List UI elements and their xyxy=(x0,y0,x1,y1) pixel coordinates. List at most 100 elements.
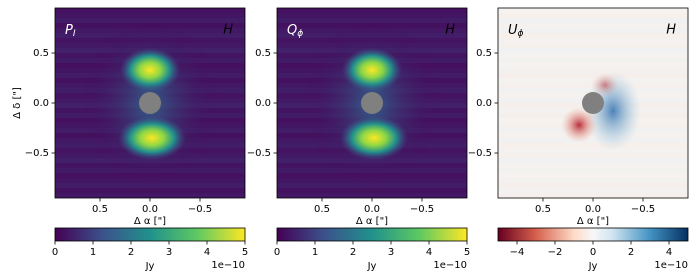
image-noise xyxy=(498,193,688,198)
colorbar-tick-label: −4 xyxy=(510,247,525,258)
band-label: H xyxy=(223,23,233,38)
y-tick-label: 0.0 xyxy=(255,98,271,109)
image-noise xyxy=(498,58,688,63)
blob xyxy=(342,48,402,92)
x-tick-label: 0.0 xyxy=(364,204,380,215)
colorbar-tick-label: 3 xyxy=(166,247,172,258)
panel-label-main: Q xyxy=(287,23,297,38)
blob xyxy=(340,116,408,160)
colorbar-tick-label: 4 xyxy=(666,247,672,258)
colorbar-offset: 1e−10 xyxy=(654,260,688,271)
image-noise xyxy=(498,48,688,53)
panel-label: Qϕ xyxy=(287,23,303,39)
image-noise xyxy=(498,68,688,73)
x-axis-label: Δ α ["] xyxy=(356,216,388,227)
colorbar-tick-label: 0 xyxy=(590,247,596,258)
panel-label-main: P xyxy=(65,23,73,38)
image-noise xyxy=(277,13,467,18)
colorbar-tick-label: 4 xyxy=(426,247,432,258)
image-noise xyxy=(277,188,467,193)
colorbar xyxy=(276,227,468,242)
image xyxy=(277,8,467,198)
x-axis-label: Δ α ["] xyxy=(134,216,166,227)
colorbar-label: Jy xyxy=(588,261,598,272)
image-noise xyxy=(498,18,688,23)
panel-label-sub: ϕ xyxy=(297,29,303,39)
colorbar-offset: 1e−10 xyxy=(433,260,467,271)
x-tick-label: 0.5 xyxy=(314,204,330,215)
image-noise xyxy=(498,183,688,188)
panel-label: PI xyxy=(65,23,76,39)
colorbar-label: Jy xyxy=(367,261,377,272)
x-tick-label: −0.5 xyxy=(410,204,434,215)
y-tick-label: −0.5 xyxy=(468,148,492,159)
image-noise xyxy=(55,193,245,198)
image xyxy=(55,8,245,198)
image-noise xyxy=(498,168,688,173)
colorbar-tick-label: 0 xyxy=(274,247,280,258)
image-noise xyxy=(498,28,688,33)
colorbar-label: Jy xyxy=(145,261,155,272)
colorbar-tick-label: 0 xyxy=(52,247,58,258)
y-axis-label: Δ δ ["] xyxy=(12,87,23,119)
image-noise xyxy=(498,158,688,163)
image xyxy=(498,8,688,198)
colorbar-tick-label: 4 xyxy=(204,247,210,258)
image-noise xyxy=(498,153,688,158)
x-tick-label: −0.5 xyxy=(188,204,212,215)
panel-label: Uϕ xyxy=(508,23,524,39)
coronagraph-mask xyxy=(139,92,161,114)
image-noise xyxy=(55,13,245,18)
colorbar-tick-label: 2 xyxy=(628,247,634,258)
image-noise xyxy=(498,38,688,43)
x-tick-label: 0.5 xyxy=(535,204,551,215)
colorbar-tick-label: −2 xyxy=(548,247,563,258)
x-axis-label: Δ α ["] xyxy=(577,216,609,227)
image-noise xyxy=(498,13,688,18)
image-noise xyxy=(498,163,688,168)
coronagraph-mask xyxy=(361,92,383,114)
colorbar xyxy=(54,227,246,242)
x-tick-label: 0.0 xyxy=(585,204,601,215)
image-noise xyxy=(498,23,688,28)
colorbar-tick-label: 1 xyxy=(312,247,318,258)
band-label: H xyxy=(666,23,676,38)
panel-label-sub: ϕ xyxy=(518,29,524,39)
image-noise xyxy=(498,143,688,148)
image-noise xyxy=(498,73,688,78)
colorbar-tick-label: 2 xyxy=(128,247,134,258)
panel-label-main: U xyxy=(508,23,518,38)
colorbar-tick-label: 3 xyxy=(388,247,394,258)
y-tick-label: −0.5 xyxy=(25,148,49,159)
y-tick-label: 0.0 xyxy=(33,98,49,109)
image-noise xyxy=(498,148,688,153)
x-tick-label: −0.5 xyxy=(631,204,655,215)
band-label: H xyxy=(445,23,455,38)
image-noise xyxy=(498,188,688,193)
y-tick-label: 0.5 xyxy=(33,48,49,59)
colorbar xyxy=(497,227,689,242)
colorbar-tick-label: 5 xyxy=(242,247,248,258)
image-noise xyxy=(55,188,245,193)
blob xyxy=(591,73,619,97)
colorbar-tick-label: 5 xyxy=(464,247,470,258)
image-noise xyxy=(498,33,688,38)
x-tick-label: 0.0 xyxy=(142,204,158,215)
blob xyxy=(561,107,597,143)
image-noise xyxy=(498,43,688,48)
colorbar-offset: 1e−10 xyxy=(211,260,245,271)
y-tick-label: 0.5 xyxy=(255,48,271,59)
image-noise xyxy=(498,178,688,183)
colorbar-tick-label: 1 xyxy=(90,247,96,258)
coronagraph-mask xyxy=(582,92,604,114)
image-noise xyxy=(277,193,467,198)
blob xyxy=(120,48,180,92)
y-tick-label: 0.0 xyxy=(476,98,492,109)
y-tick-label: 0.5 xyxy=(476,48,492,59)
image-noise xyxy=(498,138,688,143)
blob xyxy=(118,116,186,160)
x-tick-label: 0.5 xyxy=(92,204,108,215)
panel-label-sub: I xyxy=(73,29,76,39)
y-tick-label: −0.5 xyxy=(247,148,271,159)
